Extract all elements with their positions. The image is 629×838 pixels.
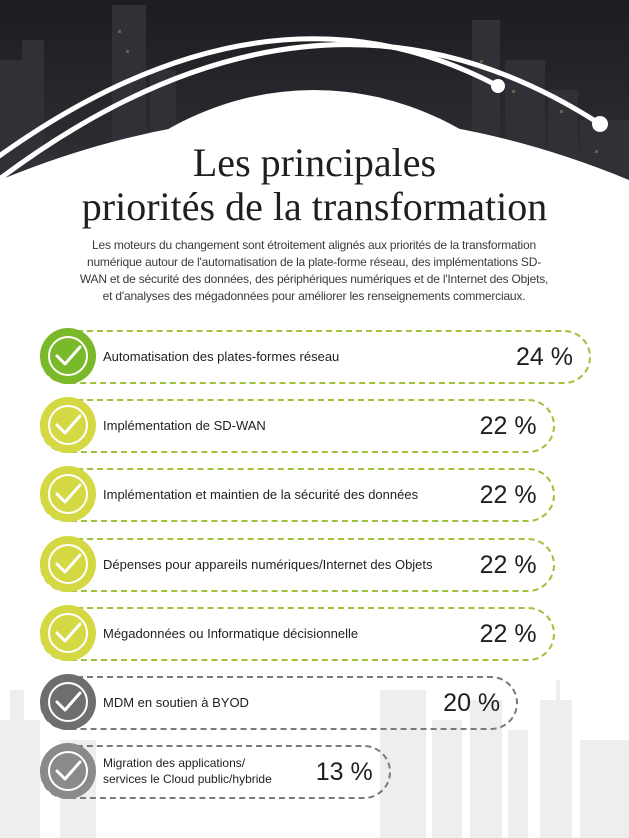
- priority-row: Mégadonnées ou Informatique décisionnell…: [0, 605, 629, 661]
- priority-label: Implémentation de SD-WAN: [103, 418, 266, 433]
- check-circle: [40, 605, 96, 661]
- priority-row: Dépenses pour appareils numériques/Inter…: [0, 536, 629, 592]
- checkmark-icon: [48, 474, 88, 514]
- check-circle: [40, 743, 96, 799]
- checkmark-icon: [48, 336, 88, 376]
- check-circle: [40, 397, 96, 453]
- priority-label: Mégadonnées ou Informatique décisionnell…: [103, 626, 359, 641]
- priority-row: Implémentation et maintien de la sécurit…: [0, 466, 629, 522]
- priority-value: 20 %: [443, 689, 501, 717]
- priority-label: Migration des applications/ services le …: [103, 756, 272, 786]
- checkmark-icon: [48, 405, 88, 445]
- priority-label: Implémentation et maintien de la sécurit…: [103, 487, 419, 502]
- priority-row: MDM en soutien à BYOD 20 %: [0, 674, 629, 730]
- check-circle: [40, 536, 96, 592]
- checkmark-icon: [48, 544, 88, 584]
- check-circle: [40, 466, 96, 522]
- checkmark-icon: [48, 613, 88, 653]
- priority-row: Implémentation de SD-WAN 22 %: [0, 397, 629, 453]
- priority-value: 22 %: [479, 551, 537, 579]
- priority-row: Migration des applications/ services le …: [0, 743, 629, 799]
- checkmark-icon: [48, 751, 88, 791]
- priority-value: 13 %: [315, 758, 373, 786]
- priority-value: 22 %: [479, 620, 537, 648]
- priority-value: 22 %: [479, 481, 537, 509]
- priority-label: Dépenses pour appareils numériques/Inter…: [103, 557, 433, 572]
- intro-paragraph: Les moteurs du changement sont étroiteme…: [79, 238, 549, 303]
- check-circle: [40, 674, 96, 730]
- priority-label: Automatisation des plates-formes réseau: [103, 349, 340, 364]
- page-title-line-1: Les principales: [192, 140, 437, 185]
- check-circle: [40, 328, 96, 384]
- priority-row: Automatisation des plates-formes réseau 2…: [0, 328, 629, 384]
- page-title-line-2: priorités de la transformation: [81, 184, 548, 229]
- priority-value: 22 %: [479, 412, 537, 440]
- checkmark-icon: [48, 682, 88, 722]
- priority-value: 24 %: [516, 343, 573, 371]
- priority-label: MDM en soutien à BYOD: [103, 695, 249, 710]
